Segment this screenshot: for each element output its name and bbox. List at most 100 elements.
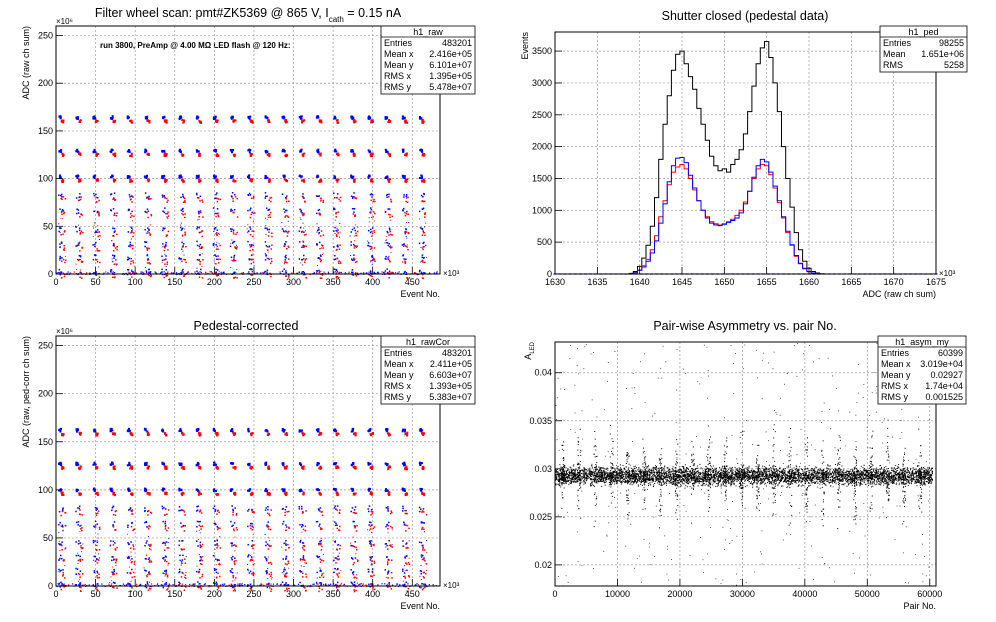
scatter-point bbox=[247, 510, 249, 512]
scatter-point bbox=[285, 272, 288, 274]
scatter-point bbox=[404, 494, 407, 497]
scatter-point bbox=[147, 431, 150, 434]
scatter-point bbox=[232, 180, 235, 183]
scatter-point bbox=[112, 244, 115, 247]
scatter-point bbox=[336, 505, 339, 507]
scatter-point bbox=[763, 476, 765, 478]
scatter-point bbox=[168, 584, 170, 586]
scatter-point bbox=[213, 568, 216, 570]
scatter-point bbox=[283, 573, 285, 575]
scatter-point bbox=[74, 584, 76, 586]
scatter-point bbox=[285, 543, 287, 545]
scatter-point bbox=[217, 587, 220, 589]
scatter-point bbox=[268, 258, 271, 261]
scatter-point bbox=[60, 197, 62, 200]
scatter-point bbox=[343, 584, 345, 586]
scatter-point bbox=[114, 119, 117, 122]
scatter-point bbox=[285, 557, 287, 559]
scatter-point bbox=[198, 433, 201, 436]
scatter-point bbox=[232, 511, 234, 514]
scatter-point bbox=[389, 245, 391, 247]
scatter-point bbox=[131, 587, 133, 589]
scatter-point bbox=[161, 268, 163, 271]
scatter-point bbox=[422, 277, 424, 280]
y-tick-label: 3500 bbox=[532, 46, 552, 56]
scatter-point bbox=[287, 543, 289, 546]
scatter-point bbox=[59, 255, 62, 258]
scatter-point bbox=[234, 557, 236, 559]
scatter-point bbox=[164, 520, 167, 523]
scatter-point bbox=[631, 472, 633, 474]
scatter-point bbox=[236, 216, 239, 218]
scatter-point bbox=[236, 231, 238, 234]
scatter-point bbox=[334, 505, 336, 507]
scatter-point bbox=[386, 117, 389, 120]
scatter-point bbox=[285, 583, 287, 585]
scatter-point bbox=[150, 560, 152, 562]
scatter-point bbox=[214, 544, 217, 546]
scatter-point bbox=[335, 272, 337, 274]
scatter-point bbox=[425, 584, 427, 586]
scatter-point bbox=[182, 243, 185, 245]
scatter-point bbox=[130, 273, 132, 276]
scatter-point bbox=[93, 195, 96, 197]
scatter-point bbox=[200, 268, 202, 271]
scatter-point bbox=[197, 586, 199, 588]
scatter-point bbox=[95, 509, 97, 511]
scatter-point bbox=[352, 462, 355, 465]
scatter-point bbox=[236, 529, 239, 531]
scatter-point bbox=[197, 150, 200, 153]
scatter-point bbox=[110, 576, 112, 578]
scatter-point bbox=[214, 540, 216, 542]
scatter-point bbox=[337, 588, 339, 591]
scatter-point bbox=[111, 573, 114, 576]
scatter-point bbox=[405, 512, 408, 515]
scatter-point bbox=[180, 462, 183, 465]
scatter-point bbox=[266, 583, 269, 585]
scatter-point bbox=[248, 151, 251, 154]
scatter-point bbox=[64, 524, 67, 527]
scatter-point bbox=[406, 246, 408, 248]
scatter-point bbox=[267, 537, 269, 539]
scatter-point bbox=[216, 583, 218, 585]
scatter-point bbox=[405, 468, 408, 471]
scatter-point bbox=[424, 272, 426, 274]
scatter-point bbox=[281, 581, 284, 583]
scatter-point bbox=[423, 271, 425, 274]
scatter-point bbox=[111, 583, 113, 585]
scatter-point bbox=[285, 209, 288, 212]
scatter-point bbox=[402, 261, 404, 263]
scatter-point bbox=[387, 577, 389, 579]
scatter-point bbox=[161, 271, 163, 273]
scatter-point bbox=[401, 462, 404, 465]
scatter-point bbox=[114, 179, 117, 182]
scatter-point bbox=[185, 261, 187, 264]
scatter-point bbox=[264, 176, 267, 179]
scatter-point bbox=[355, 197, 358, 200]
scatter-point bbox=[270, 544, 272, 547]
scatter-point bbox=[404, 512, 407, 515]
scatter-point bbox=[198, 491, 201, 494]
scatter-point bbox=[109, 150, 112, 153]
scatter-point bbox=[786, 474, 788, 476]
scatter-point bbox=[163, 115, 166, 118]
scatter-point bbox=[166, 274, 169, 277]
scatter-point bbox=[300, 262, 302, 264]
scatter-point bbox=[319, 523, 321, 525]
scatter-point bbox=[663, 472, 665, 474]
scatter-point bbox=[178, 583, 181, 586]
scatter-point bbox=[216, 539, 218, 541]
scatter-point bbox=[161, 150, 164, 153]
scatter-point bbox=[869, 480, 871, 482]
scatter-point bbox=[265, 541, 267, 543]
scatter-point bbox=[354, 245, 356, 247]
scatter-point bbox=[354, 541, 357, 543]
scatter-point bbox=[165, 493, 168, 496]
scatter-point bbox=[62, 507, 64, 509]
scatter-point bbox=[81, 573, 84, 575]
scatter-point bbox=[82, 231, 84, 234]
scatter-point bbox=[235, 513, 238, 515]
scatter-point bbox=[163, 258, 166, 261]
scatter-point bbox=[300, 148, 303, 151]
